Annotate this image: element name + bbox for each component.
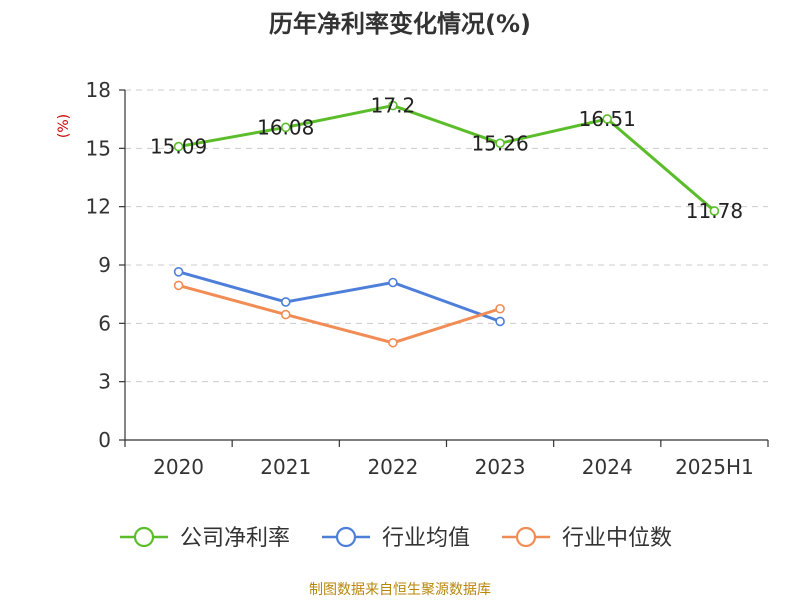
- legend-label: 行业中位数: [562, 526, 672, 551]
- data-labels: 15.09 16.08 17.2 15.26 16.51 11.78: [150, 94, 743, 223]
- data-point: [709, 206, 720, 216]
- x-tick-label: 2023: [475, 455, 526, 479]
- series-line-0: [178, 104, 716, 213]
- legend-marker: [133, 526, 155, 548]
- y-axis-unit: (%): [56, 114, 72, 138]
- series-line-1: [178, 270, 501, 323]
- data-label: 11.78: [686, 199, 743, 223]
- data-point: [173, 267, 184, 277]
- axes: 0 3 6 9 12 15 18 2020 2021 2022 2023 2024 2025H1: [86, 78, 769, 479]
- data-label: 15.09: [150, 135, 207, 159]
- series-layer: [173, 100, 720, 348]
- y-tick-label: 3: [98, 370, 111, 394]
- y-tick-label: 0: [98, 428, 111, 452]
- x-tick-label: 2024: [582, 455, 633, 479]
- legend: 公司净利率 行业均值 行业中位数: [120, 526, 672, 551]
- data-label: 16.51: [579, 107, 636, 131]
- data-point: [388, 277, 398, 288]
- legend-marker: [515, 526, 537, 548]
- y-tick-label: 9: [98, 253, 111, 277]
- data-point: [388, 100, 398, 111]
- data-label: 17.2: [371, 94, 416, 118]
- y-tick-label: 15: [86, 136, 111, 160]
- y-tick-label: 18: [86, 78, 111, 102]
- legend-label: 公司净利率: [180, 526, 290, 551]
- data-point: [495, 303, 505, 314]
- x-tick-label: 2022: [367, 455, 418, 479]
- chart-title: 历年净利率变化情况(%): [269, 10, 531, 38]
- data-point: [173, 280, 184, 291]
- y-tick-label: 6: [98, 311, 111, 335]
- data-point: [280, 309, 291, 320]
- data-point: [495, 138, 505, 149]
- data-point: [388, 337, 398, 348]
- x-tick-label: 2021: [260, 455, 311, 479]
- data-point: [602, 114, 613, 124]
- data-label: 16.08: [257, 115, 314, 139]
- series-line-2: [178, 283, 501, 345]
- data-point: [495, 316, 505, 327]
- legend-label: 行业均值: [382, 526, 470, 551]
- data-label: 15.26: [471, 131, 528, 155]
- y-tick-label: 12: [86, 195, 111, 219]
- grid: [125, 89, 768, 383]
- data-point: [173, 141, 184, 152]
- legend-marker: [335, 526, 357, 548]
- x-tick-label: 2020: [153, 455, 204, 479]
- data-point: [280, 297, 291, 307]
- source-note: 制图数据来自恒生聚源数据库: [309, 582, 491, 598]
- data-point: [280, 122, 291, 133]
- x-tick-label: 2025H1: [675, 455, 754, 479]
